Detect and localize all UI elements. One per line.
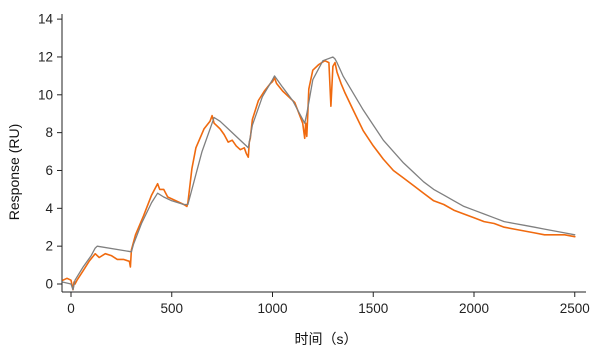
x-tick-label: 2500: [560, 301, 590, 316]
y-tick-label: 14: [38, 12, 54, 27]
y-ticks: 0 2 4 6 8 10 12 14: [38, 12, 62, 292]
y-tick-label: 4: [45, 201, 53, 216]
axes: [61, 14, 586, 293]
x-tick-label: 1500: [358, 301, 388, 316]
x-tick-label: 1000: [257, 301, 287, 316]
x-tick-label: 500: [160, 301, 183, 316]
x-ticks: 0 500 1000 1500 2000 2500: [67, 292, 590, 316]
y-axis-title: Response (RU): [6, 124, 22, 220]
x-tick-label: 0: [67, 301, 75, 316]
x-axis-title: 时间（s）: [295, 331, 358, 347]
y-tick-label: 2: [45, 239, 53, 254]
y-tick-label: 8: [45, 125, 53, 140]
y-tick-label: 6: [45, 163, 53, 178]
series-layer: [62, 56, 576, 291]
y-tick-label: 12: [38, 49, 53, 64]
fit-curve: [62, 56, 576, 291]
x-tick-label: 2000: [459, 301, 489, 316]
y-tick-label: 0: [45, 277, 53, 292]
y-tick-label: 10: [38, 87, 53, 102]
measured-curve: [62, 59, 576, 291]
